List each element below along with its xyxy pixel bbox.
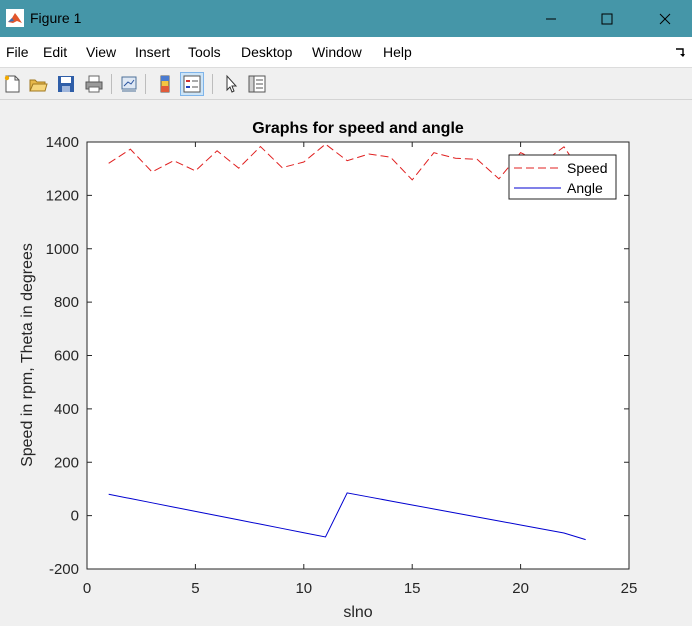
legend-angle-label: Angle [567, 180, 603, 196]
save-icon[interactable] [54, 72, 78, 96]
legend-box [508, 154, 617, 200]
y-tick-label: 0 [71, 508, 79, 525]
y-tick-label: 1000 [46, 241, 79, 258]
x-tick-label: 20 [512, 580, 529, 597]
axes-box [86, 141, 630, 570]
minimize-icon [546, 18, 556, 19]
pointer-icon[interactable] [219, 72, 243, 96]
toolbar-separator [111, 74, 112, 94]
y-tick-label: 1200 [46, 187, 79, 204]
window-title: Figure 1 [30, 10, 82, 26]
x-axis-label: slno [343, 604, 372, 621]
link-plot-icon[interactable] [117, 72, 141, 96]
print-icon[interactable] [82, 72, 106, 96]
open-file-icon[interactable] [26, 72, 50, 96]
chart-title: Graphs for speed and angle [252, 120, 464, 137]
matlab-logo-icon [6, 9, 24, 27]
menu-bar: File Edit View Insert Tools Desktop Wind… [0, 37, 692, 68]
menu-desktop[interactable]: Desktop [241, 44, 293, 60]
y-tick-label: 400 [54, 401, 79, 418]
menu-insert[interactable]: Insert [135, 44, 171, 60]
y-tick-label: -200 [49, 561, 79, 578]
legend-speed-label: Speed [567, 160, 607, 176]
x-tick-label: 5 [191, 580, 199, 597]
menu-help[interactable]: Help [383, 44, 412, 60]
x-tick-label: 25 [621, 580, 638, 597]
minimize-button[interactable] [528, 0, 574, 37]
toolbar-separator [212, 74, 213, 94]
y-tick-label: 800 [54, 294, 79, 311]
dock-arrow-icon[interactable] [674, 45, 686, 63]
y-axis-label: Speed in rpm, Theta in degrees [19, 243, 36, 467]
toolbar-separator [145, 74, 146, 94]
insert-legend-icon[interactable] [180, 72, 204, 96]
menu-file[interactable]: File [6, 44, 29, 60]
menu-tools[interactable]: Tools [188, 44, 221, 60]
y-tick-label: 600 [54, 348, 79, 365]
toolbar [0, 68, 692, 100]
menu-edit[interactable]: Edit [43, 44, 68, 60]
property-inspector-icon[interactable] [245, 72, 269, 96]
y-tick-label: 1400 [46, 134, 79, 151]
y-tick-label: 200 [54, 454, 79, 471]
close-icon [659, 13, 671, 24]
x-tick-label: 0 [83, 580, 91, 597]
x-tick-label: 10 [295, 580, 312, 597]
insert-colorbar-icon[interactable] [153, 72, 177, 96]
menu-view[interactable]: View [86, 44, 117, 60]
maximize-icon [601, 13, 613, 24]
legend[interactable]: Speed Angle [508, 154, 617, 200]
menu-window[interactable]: Window [312, 44, 362, 60]
x-tick-label: 15 [404, 580, 421, 597]
new-figure-icon[interactable] [0, 72, 24, 96]
axes-background[interactable] [87, 142, 629, 569]
maximize-button[interactable] [584, 0, 630, 37]
title-bar[interactable]: Figure 1 [0, 0, 692, 37]
close-button[interactable] [642, 0, 688, 37]
